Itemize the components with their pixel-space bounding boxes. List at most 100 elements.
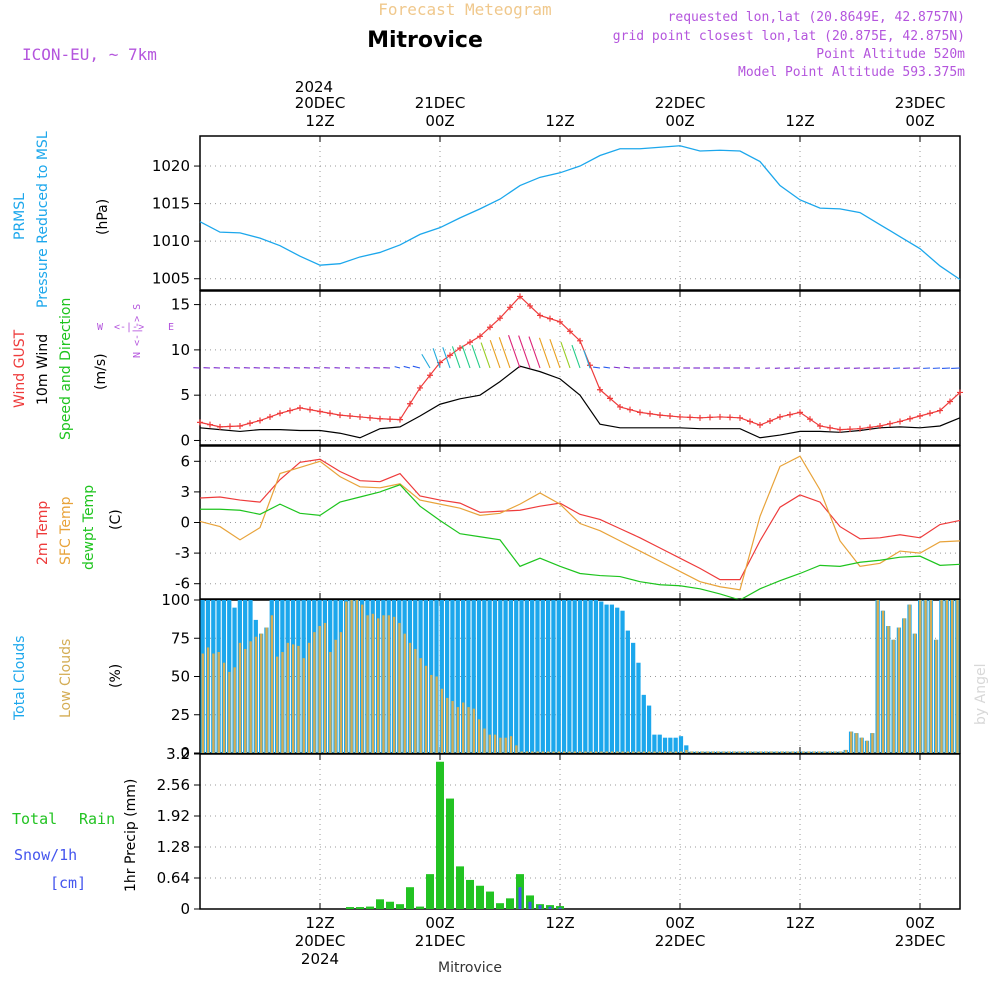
low-cloud-bar — [674, 751, 677, 753]
low-cloud-bar — [780, 751, 784, 753]
bottom-time-label: 23DEC — [895, 932, 946, 950]
chart-title: Mitrovice — [367, 28, 483, 53]
y-tick-label: 5 — [180, 386, 190, 404]
gust-marker — [907, 415, 913, 422]
rain-bar — [486, 891, 494, 909]
low-cloud-bar — [589, 751, 592, 753]
total-cloud-bar — [487, 600, 492, 753]
low-cloud-bar — [366, 615, 369, 753]
top-year-label: 2024 — [295, 78, 333, 96]
low-cloud-bar — [562, 751, 566, 753]
gust-marker — [627, 406, 633, 413]
low-cloud-bar — [206, 647, 210, 753]
low-cloud-bar — [701, 751, 704, 753]
gust-marker — [647, 410, 653, 417]
gust-marker — [657, 412, 663, 419]
total-cloud-bar — [567, 600, 572, 753]
wind-direction-arrow — [421, 353, 431, 369]
gust-marker — [467, 339, 473, 346]
precip-rain-label: Rain — [79, 810, 115, 828]
low-cloud-bar — [493, 734, 497, 753]
low-cloud-bar — [435, 676, 438, 753]
total-cloud-bar — [556, 600, 561, 753]
gust-marker — [567, 328, 573, 335]
y-tick-label: 6 — [180, 452, 190, 470]
wind-direction-arrow — [538, 337, 551, 369]
y-tick-label: 0 — [180, 431, 190, 449]
total-cloud-bar — [615, 607, 620, 753]
low-cloud-bar — [855, 733, 858, 753]
top-date-label: 21DEC — [415, 94, 466, 112]
low-cloud-bar — [956, 600, 959, 753]
wind-direction-arrow — [412, 365, 421, 369]
low-cloud-bar — [403, 633, 406, 753]
wind-direction-arrow — [613, 366, 621, 369]
snow-bar — [558, 907, 562, 909]
pressure-label-1: PRMSL — [12, 193, 28, 240]
low-cloud-bar — [844, 749, 848, 753]
dewpt-line — [200, 484, 961, 601]
low-cloud-bar — [839, 751, 842, 753]
gust-marker — [217, 423, 223, 430]
gust-marker — [617, 403, 623, 410]
gust-marker — [747, 418, 753, 425]
panel-frame — [199, 135, 961, 291]
gust-marker — [827, 424, 833, 431]
low-cloud-bar — [276, 656, 279, 753]
gust-marker — [707, 414, 713, 421]
gust-marker — [597, 386, 603, 393]
rain-bar — [466, 879, 474, 909]
low-cloud-bar — [456, 707, 460, 753]
low-cloud-bar — [950, 600, 954, 753]
total-cloud-bar — [482, 600, 487, 753]
low-cloud-bar — [881, 610, 885, 753]
low-cloud-bar — [541, 751, 545, 753]
gust-marker — [267, 413, 273, 420]
low-cloud-bar — [605, 751, 608, 753]
snow-bar — [518, 887, 522, 909]
gust-marker — [227, 423, 233, 430]
gust-line — [199, 295, 961, 431]
gust-marker — [957, 389, 963, 396]
gust-marker — [547, 315, 553, 322]
gust-marker — [767, 417, 773, 424]
top-hour-label: 00Z — [665, 112, 694, 130]
gust-marker — [457, 345, 463, 352]
low-cloud-bar — [552, 751, 555, 753]
bottom-time-label: 20DEC — [295, 932, 346, 950]
low-cloud-bar — [887, 626, 890, 753]
total-cloud-bar — [530, 600, 535, 753]
total-cloud-bar — [657, 734, 662, 753]
low-cloud-bar — [908, 604, 911, 753]
wind-direction-arrow — [593, 366, 601, 369]
pressure-line — [199, 145, 961, 281]
low-cloud-bar — [249, 641, 252, 753]
low-cloud-bar — [525, 751, 529, 753]
low-cloud-bar — [483, 728, 486, 753]
gust-marker — [917, 413, 923, 420]
y-tick-label: 15 — [171, 296, 190, 314]
y-tick-label: 0.64 — [157, 869, 190, 887]
low-cloud-bar — [727, 751, 731, 753]
total-cloud-bar — [684, 745, 689, 753]
total-cloud-bar — [514, 600, 519, 753]
low-cloud-bar — [392, 616, 396, 753]
wind-unit: (m/s) — [93, 353, 109, 390]
low-cloud-bar — [759, 751, 763, 753]
total-cloud-bar — [646, 705, 652, 753]
total-cloud-bar — [599, 601, 604, 753]
low-cloud-bar — [584, 751, 587, 753]
gust-marker — [897, 418, 903, 425]
low-cloud-bar — [717, 751, 720, 753]
gust-marker — [357, 413, 363, 420]
low-cloud-bar — [834, 751, 837, 753]
low-cloud-bar — [903, 618, 906, 753]
bottom-time-label: 21DEC — [415, 932, 466, 950]
low-cloud-bar — [201, 653, 204, 753]
low-cloud-bar — [823, 751, 826, 753]
low-cloud-bar — [685, 749, 688, 753]
y-tick-label: 0 — [180, 744, 190, 762]
temp-label: 2m Temp — [35, 501, 51, 565]
low-cloud-bar — [919, 600, 922, 753]
low-cloud-bar — [722, 751, 725, 753]
